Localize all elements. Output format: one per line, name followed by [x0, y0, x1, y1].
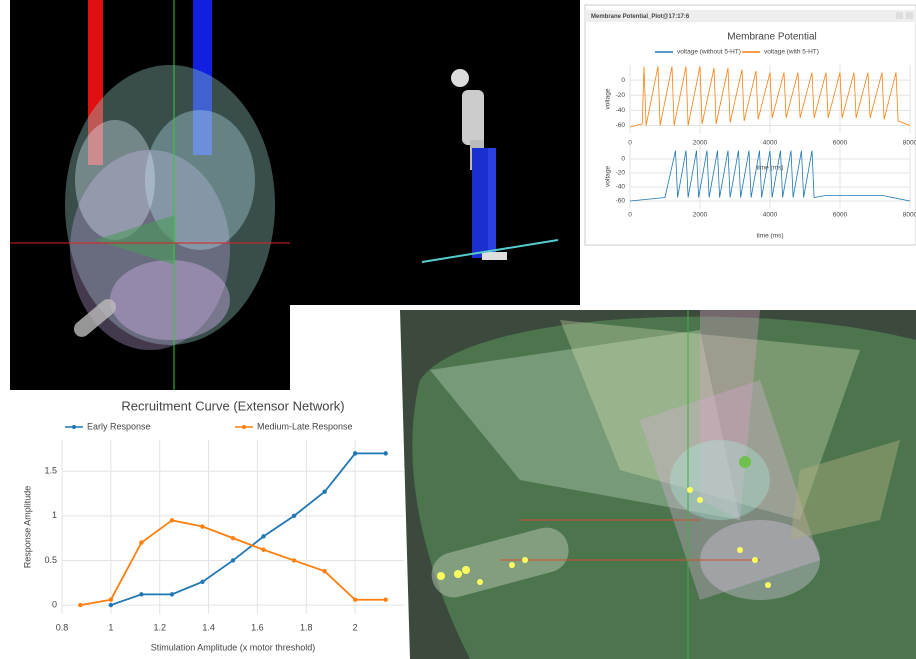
y-tick-label: 0	[52, 599, 57, 609]
data-point	[78, 602, 83, 608]
data-point	[139, 592, 144, 597]
data-point	[291, 558, 297, 563]
series-line	[110, 452, 386, 606]
data-point	[352, 597, 358, 602]
x-tick-label: 1.6	[251, 622, 264, 632]
x-tick-label: 2000	[693, 212, 708, 219]
y-tick-label: 0	[621, 156, 625, 163]
series-line	[629, 150, 911, 202]
chart-panel	[0, 390, 410, 659]
legend-label: voltage (with 5-HT)	[764, 49, 819, 56]
legend-label: Early Response	[87, 421, 151, 431]
charts: 0 0.5 1 1.5 0.8 1 1.2 1.4 1.6 1.8 2 Recruitment Cur…	[22, 32, 916, 653]
y-tick-label: 0.5	[44, 555, 57, 565]
data-point	[230, 535, 236, 541]
x-tick-label: 6000	[833, 212, 848, 219]
y-tick-label: -20	[616, 92, 626, 99]
data-point	[322, 489, 327, 494]
skeleton-view	[290, 0, 580, 305]
chart-title: Membrane Potential	[727, 32, 817, 43]
x-tick-label: 8000	[903, 212, 916, 219]
data-point	[383, 451, 388, 456]
window-button[interactable]	[906, 12, 913, 19]
data-point	[261, 534, 266, 539]
data-point	[200, 524, 205, 529]
data-point	[261, 547, 266, 552]
x-tick-label: 2	[353, 622, 358, 632]
y-tick-label: -40	[616, 107, 626, 114]
y-axis-label: Response Amplitude	[22, 486, 32, 569]
legend-marker	[72, 425, 76, 429]
chart-title: Recruitment Curve (Extensor Network)	[121, 398, 344, 413]
y-tick-label: 1.5	[44, 466, 57, 476]
x-tick-label: 8000	[903, 140, 916, 147]
data-point	[169, 518, 175, 523]
x-tick-label: 4000	[763, 140, 778, 147]
data-point	[352, 451, 358, 456]
y-tick-label: -60	[616, 122, 626, 129]
data-point	[108, 602, 114, 608]
x-tick-label: 4000	[763, 212, 778, 219]
data-point	[200, 579, 205, 585]
data-point	[169, 592, 175, 597]
y-tick-label: -20	[616, 170, 626, 177]
y-axis-label: voltage	[605, 166, 612, 187]
anatomy-view	[10, 0, 290, 390]
legend-marker	[242, 425, 246, 429]
y-tick-label: -60	[616, 198, 626, 205]
x-tick-label: 1	[108, 622, 113, 632]
window-title: Membrane Potential_Plot@17:17:6	[591, 14, 690, 20]
y-tick-label: -40	[616, 184, 626, 191]
data-point	[291, 513, 297, 519]
series-line	[629, 66, 911, 128]
y-tick-label: 0	[621, 77, 625, 84]
x-tick-label: 6000	[833, 140, 848, 147]
x-tick-label: 0.8	[56, 622, 69, 632]
x-axis-label: Stimulation Amplitude (x motor threshold…	[151, 642, 316, 652]
data-point	[108, 597, 114, 602]
legend-label: Medium-Late Response	[257, 421, 353, 431]
x-tick-label: 1.8	[300, 622, 313, 632]
y-axis-label: voltage	[605, 88, 612, 109]
window-button[interactable]	[896, 12, 903, 19]
network-view	[400, 310, 916, 659]
x-tick-label: 1.2	[153, 622, 166, 632]
x-tick-label: 0	[628, 212, 632, 219]
data-point	[230, 558, 236, 563]
x-tick-label: 0	[628, 140, 632, 147]
data-point	[383, 597, 388, 602]
x-tick-label: 1.4	[202, 622, 215, 632]
x-axis-label: time (ms)	[756, 233, 783, 240]
data-point	[322, 568, 327, 574]
x-tick-label: 2000	[693, 140, 708, 147]
y-tick-label: 1	[52, 510, 57, 520]
legend-label: voltage (without 5-HT)	[677, 49, 741, 56]
data-point	[139, 540, 144, 545]
